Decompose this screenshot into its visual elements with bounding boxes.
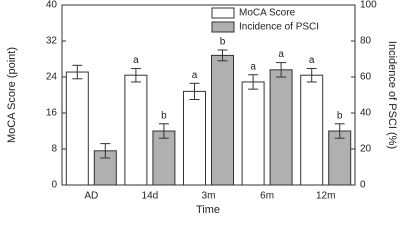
bar bbox=[211, 54, 234, 186]
y2-tick-label: 20 bbox=[360, 144, 372, 155]
bar bbox=[183, 90, 206, 186]
x-axis-label: Time bbox=[196, 204, 220, 216]
y-tick-label: 40 bbox=[46, 0, 58, 11]
y-tick-label: 0 bbox=[51, 180, 57, 191]
y2-tick-label: 80 bbox=[360, 36, 372, 47]
x-tick-label: 3m bbox=[202, 191, 216, 202]
bar bbox=[300, 74, 324, 186]
legend-label: Incidence of PSCI bbox=[239, 22, 319, 33]
x-tick-label: 6m bbox=[260, 191, 274, 202]
y2-tick-label: 0 bbox=[360, 180, 366, 191]
legend-label: MoCA Score bbox=[239, 8, 296, 19]
y-tick-label: 24 bbox=[46, 72, 58, 83]
y-axis-label: MoCA Score (point) bbox=[6, 47, 18, 143]
y-tick-label: 8 bbox=[51, 144, 57, 155]
bar bbox=[269, 69, 293, 186]
annotation: a bbox=[133, 55, 139, 66]
y2-tick-label: 60 bbox=[360, 72, 372, 83]
y2-tick-label: 40 bbox=[360, 108, 372, 119]
bar bbox=[241, 81, 265, 186]
bar bbox=[65, 71, 89, 186]
y2-tick-label: 100 bbox=[360, 0, 377, 11]
annotation: a bbox=[192, 70, 198, 81]
legend-swatch bbox=[211, 7, 235, 19]
annotation: b bbox=[337, 110, 343, 121]
bar bbox=[152, 130, 176, 186]
y-tick-label: 32 bbox=[46, 36, 58, 47]
annotation: a bbox=[278, 49, 284, 60]
bar bbox=[328, 130, 352, 186]
x-tick-label: 12m bbox=[316, 191, 335, 202]
plot-frame bbox=[61, 4, 356, 186]
y2-axis-label: Incidence of PSCI (%) bbox=[386, 41, 398, 149]
annotation: b bbox=[161, 110, 167, 121]
bar bbox=[124, 74, 148, 186]
y-tick-label: 16 bbox=[46, 108, 58, 119]
x-tick-label: AD bbox=[84, 191, 98, 202]
annotation: a bbox=[309, 55, 315, 66]
annotation: a bbox=[250, 61, 256, 72]
chart: Time MoCA Score (point) Incidence of PSC… bbox=[6, 0, 398, 216]
legend-swatch bbox=[211, 21, 235, 33]
x-tick-label: 14d bbox=[142, 191, 159, 202]
annotation: b bbox=[220, 37, 226, 48]
